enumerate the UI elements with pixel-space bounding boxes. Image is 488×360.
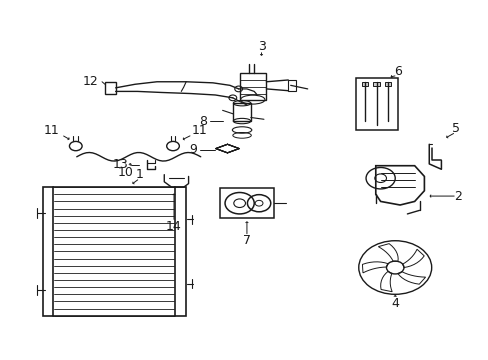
Text: 10: 10: [117, 166, 133, 179]
Bar: [356, 78, 397, 130]
Text: 5: 5: [451, 122, 459, 135]
Text: 6: 6: [393, 64, 401, 77]
Text: 13: 13: [112, 158, 128, 171]
Bar: [287, 80, 295, 91]
Bar: [105, 82, 116, 94]
Bar: [384, 82, 390, 86]
Bar: [233, 103, 250, 121]
Bar: [361, 82, 368, 86]
Text: 14: 14: [166, 220, 182, 233]
Text: 3: 3: [257, 40, 265, 53]
Text: 1: 1: [136, 168, 143, 181]
Text: 11: 11: [43, 124, 59, 137]
Text: 12: 12: [82, 75, 98, 88]
Text: 4: 4: [390, 297, 398, 310]
Text: 7: 7: [243, 234, 250, 247]
Text: 2: 2: [453, 190, 462, 203]
Bar: [42, 187, 53, 316]
Bar: [220, 188, 273, 219]
Text: 11: 11: [191, 124, 207, 137]
Bar: [372, 82, 379, 86]
Bar: [239, 73, 266, 100]
Text: 9: 9: [189, 143, 197, 156]
Text: 8: 8: [199, 114, 207, 127]
Bar: [175, 187, 186, 316]
